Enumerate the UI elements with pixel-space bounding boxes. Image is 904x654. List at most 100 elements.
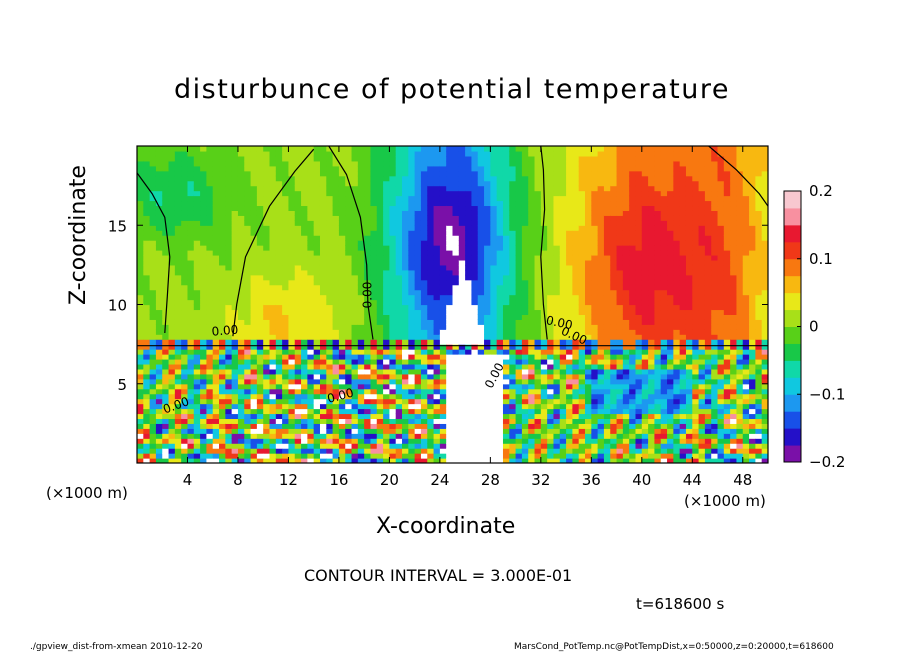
- heatmap-cell: [433, 418, 441, 424]
- heatmap-cell: [168, 259, 176, 266]
- heatmap-cell: [212, 230, 220, 236]
- heatmap-cell: [408, 344, 416, 350]
- heatmap-cell: [326, 393, 334, 400]
- heatmap-cell: [162, 175, 170, 182]
- heatmap-cell: [553, 458, 561, 463]
- heatmap-cell: [364, 354, 372, 360]
- heatmap-cell: [275, 269, 283, 276]
- heatmap-cell: [547, 180, 555, 187]
- heatmap-cell: [357, 363, 365, 370]
- heatmap-cell: [137, 160, 144, 167]
- heatmap-cell: [219, 373, 226, 380]
- heatmap-cell: [446, 175, 454, 182]
- heatmap-cell: [237, 245, 245, 251]
- heatmap-cell: [168, 363, 176, 370]
- heatmap-cell: [231, 160, 239, 167]
- heatmap-cell: [610, 383, 618, 390]
- heatmap-cell: [219, 423, 226, 429]
- heatmap-cell: [174, 334, 182, 340]
- heatmap-cell: [155, 254, 163, 261]
- heatmap-cell: [376, 205, 384, 211]
- heatmap-cell: [534, 175, 542, 182]
- heatmap-cell: [256, 245, 264, 251]
- heatmap-cell: [301, 358, 308, 365]
- heatmap-cell: [509, 274, 517, 281]
- heatmap-cell: [603, 274, 611, 281]
- heatmap-cell: [559, 175, 567, 182]
- heatmap-cell: [408, 259, 416, 266]
- heatmap-cell: [250, 329, 258, 335]
- heatmap-cell: [206, 299, 214, 306]
- heatmap-cell: [616, 254, 624, 261]
- heatmap-cell: [149, 423, 157, 429]
- heatmap-cell: [414, 180, 422, 187]
- heatmap-cell: [143, 373, 151, 380]
- heatmap-cell: [206, 349, 214, 355]
- heatmap-cell: [168, 458, 176, 463]
- heatmap-cell: [465, 146, 473, 152]
- heatmap-cell: [155, 393, 163, 400]
- heatmap-cell: [193, 349, 201, 355]
- heatmap-cell: [591, 363, 599, 370]
- heatmap-cell: [345, 269, 353, 276]
- heatmap-cell: [345, 408, 353, 415]
- heatmap-cell: [294, 378, 302, 385]
- heatmap-cell: [553, 230, 561, 236]
- heatmap-cell: [282, 388, 290, 395]
- heatmap-cell: [212, 433, 220, 439]
- heatmap-cell: [149, 170, 157, 177]
- heatmap-cell: [414, 398, 422, 405]
- heatmap-cell: [212, 403, 220, 410]
- heatmap-cell: [509, 329, 517, 335]
- heatmap-cell: [181, 165, 189, 172]
- heatmap-cell: [282, 363, 290, 370]
- heatmap-cell: [465, 155, 473, 162]
- heatmap-cell: [313, 274, 321, 281]
- heatmap-cell: [490, 254, 498, 261]
- heatmap-cell: [622, 423, 630, 429]
- heatmap-cell: [458, 264, 466, 271]
- heatmap-cell: [465, 165, 473, 172]
- heatmap-cell: [484, 215, 491, 221]
- heatmap-cell: [237, 284, 245, 291]
- heatmap-cell: [547, 418, 555, 424]
- heatmap-cell: [294, 423, 302, 429]
- heatmap-cell: [402, 150, 409, 157]
- heatmap-cell: [256, 180, 264, 187]
- heatmap-cell: [622, 170, 630, 177]
- heatmap-cell: [357, 304, 365, 311]
- heatmap-cell: [395, 215, 403, 221]
- heatmap-cell: [578, 250, 586, 256]
- heatmap-cell: [301, 304, 308, 311]
- heatmap-cell: [231, 165, 239, 172]
- heatmap-cell: [528, 146, 536, 152]
- heatmap-cell: [237, 368, 245, 375]
- heatmap-cell: [603, 363, 611, 370]
- heatmap-cell: [219, 215, 226, 221]
- heatmap-cell: [155, 418, 163, 424]
- heatmap-cell: [351, 150, 359, 157]
- heatmap-cell: [622, 354, 630, 360]
- heatmap-cell: [250, 279, 258, 286]
- heatmap-cell: [553, 175, 561, 182]
- heatmap-cell: [219, 403, 226, 410]
- heatmap-cell: [275, 250, 283, 256]
- heatmap-cell: [578, 329, 586, 335]
- heatmap-cell: [509, 438, 517, 444]
- heatmap-cell: [237, 453, 245, 459]
- heatmap-cell: [578, 378, 586, 385]
- heatmap-field: [137, 146, 768, 463]
- heatmap-cell: [559, 344, 567, 350]
- heatmap-cell: [200, 368, 208, 375]
- heatmap-cell: [137, 363, 144, 370]
- heatmap-cell: [420, 418, 428, 424]
- heatmap-cell: [250, 269, 258, 276]
- heatmap-cell: [225, 225, 233, 231]
- heatmap-cell: [471, 269, 479, 276]
- heatmap-cell: [471, 418, 479, 424]
- heatmap-cell: [193, 368, 201, 375]
- heatmap-cell: [332, 428, 340, 434]
- heatmap-cell: [509, 165, 517, 172]
- heatmap-cell: [566, 423, 573, 429]
- heatmap-cell: [566, 448, 573, 454]
